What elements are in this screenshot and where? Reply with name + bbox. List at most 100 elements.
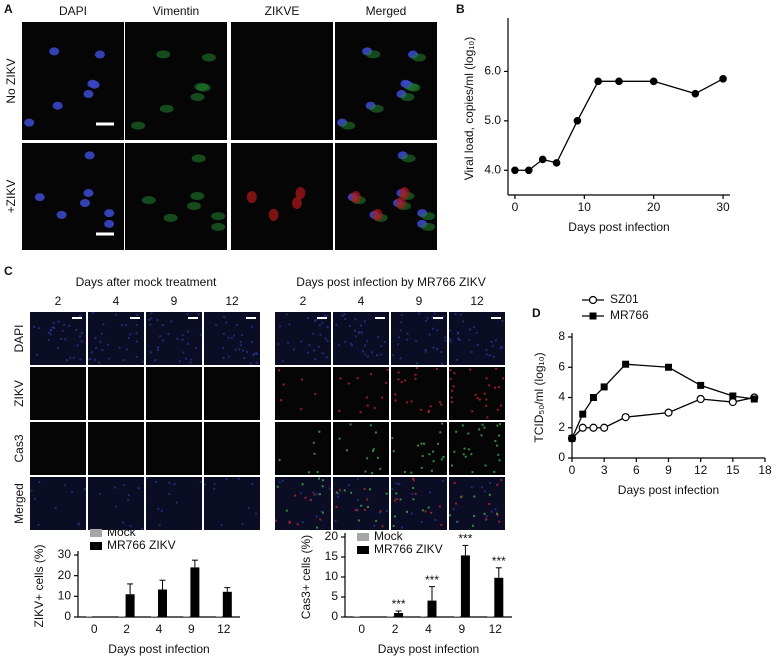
speckle [204,483,207,486]
speckle [429,405,432,408]
speckle [312,441,315,444]
micrograph [449,422,505,475]
speckle [395,482,398,485]
speckle [498,434,501,437]
speckle [430,469,433,472]
speckle [483,426,486,429]
speckle [476,344,479,347]
virus-signal [350,191,361,204]
speckle [129,525,132,528]
speckle [69,356,72,359]
speckle [427,409,430,412]
cell-body [201,53,216,62]
y-tick-label: 4 [558,390,565,404]
speckle [285,313,288,316]
cell-body [190,192,205,201]
speckle [354,335,357,338]
day-label: 2 [55,294,62,308]
cell-body [141,196,156,205]
speckle [385,492,388,495]
speckle [314,358,317,361]
x-tick-label: 10 [578,200,592,214]
bar [420,616,427,617]
speckle [463,447,466,450]
micrograph [146,367,202,420]
day-label: 9 [171,294,178,308]
speckle [421,455,424,458]
speckle [469,368,472,371]
speckle [498,459,501,462]
speckle [491,344,494,347]
micrograph [204,422,260,475]
speckle [416,362,419,365]
speckle [449,340,452,343]
speckle [442,315,445,318]
speckle [278,459,281,462]
speckle [360,331,363,334]
micrograph [204,477,260,530]
speckle [238,348,241,351]
speckle [230,337,233,340]
speckle [412,498,415,501]
speckle [90,351,93,354]
speckle [400,313,403,316]
speckle [421,509,424,512]
speckle [343,489,346,492]
speckle [186,330,189,333]
speckle [379,353,382,356]
x-tick-label: 9 [665,463,672,477]
speckle [438,505,441,508]
speckle [170,320,173,323]
x-tick-label: 4 [156,622,163,636]
x-axis-label: Days post infection [108,642,209,656]
speckle [324,337,327,340]
speckle [480,486,483,489]
speckle [412,479,415,482]
speckle [468,328,471,331]
speckle [237,477,240,480]
speckle [199,333,202,336]
virus-signal [395,197,406,210]
speckle [243,357,246,360]
speckle [393,499,396,502]
speckle [344,318,347,321]
speckle [155,480,158,483]
bar [427,600,437,617]
y-axis-label: Cas3+ cells (%) [299,535,313,619]
speckle [319,518,322,521]
speckle [213,482,216,485]
speckle [452,385,455,388]
speckle [420,442,423,445]
column-label: DAPI [59,4,87,18]
speckle [457,337,460,340]
micrograph [146,312,202,365]
series-line [514,78,724,171]
marker [729,392,737,400]
speckle [449,338,452,341]
micrograph [391,477,447,530]
micrograph [391,312,447,365]
speckle [336,495,339,498]
bar [222,591,232,617]
speckle [213,487,216,490]
speckle [189,361,192,364]
speckle [483,392,486,395]
x-tick-label: 2 [392,622,399,636]
speckle [449,329,452,332]
x-tick-label: 2 [123,622,130,636]
speckle [476,397,479,400]
marker [579,410,587,418]
virus-signal [291,197,302,210]
cell-body [211,222,226,231]
speckle [199,480,202,483]
legend-label: MR766 [610,308,649,322]
speckle [137,487,140,490]
speckle [307,317,310,320]
legend-swatch [357,533,369,541]
speckle [318,430,321,433]
y-tick-label: 6.0 [484,64,501,78]
marker [719,75,727,83]
speckle [99,340,102,343]
speckle [391,488,394,491]
speckle [339,489,342,492]
